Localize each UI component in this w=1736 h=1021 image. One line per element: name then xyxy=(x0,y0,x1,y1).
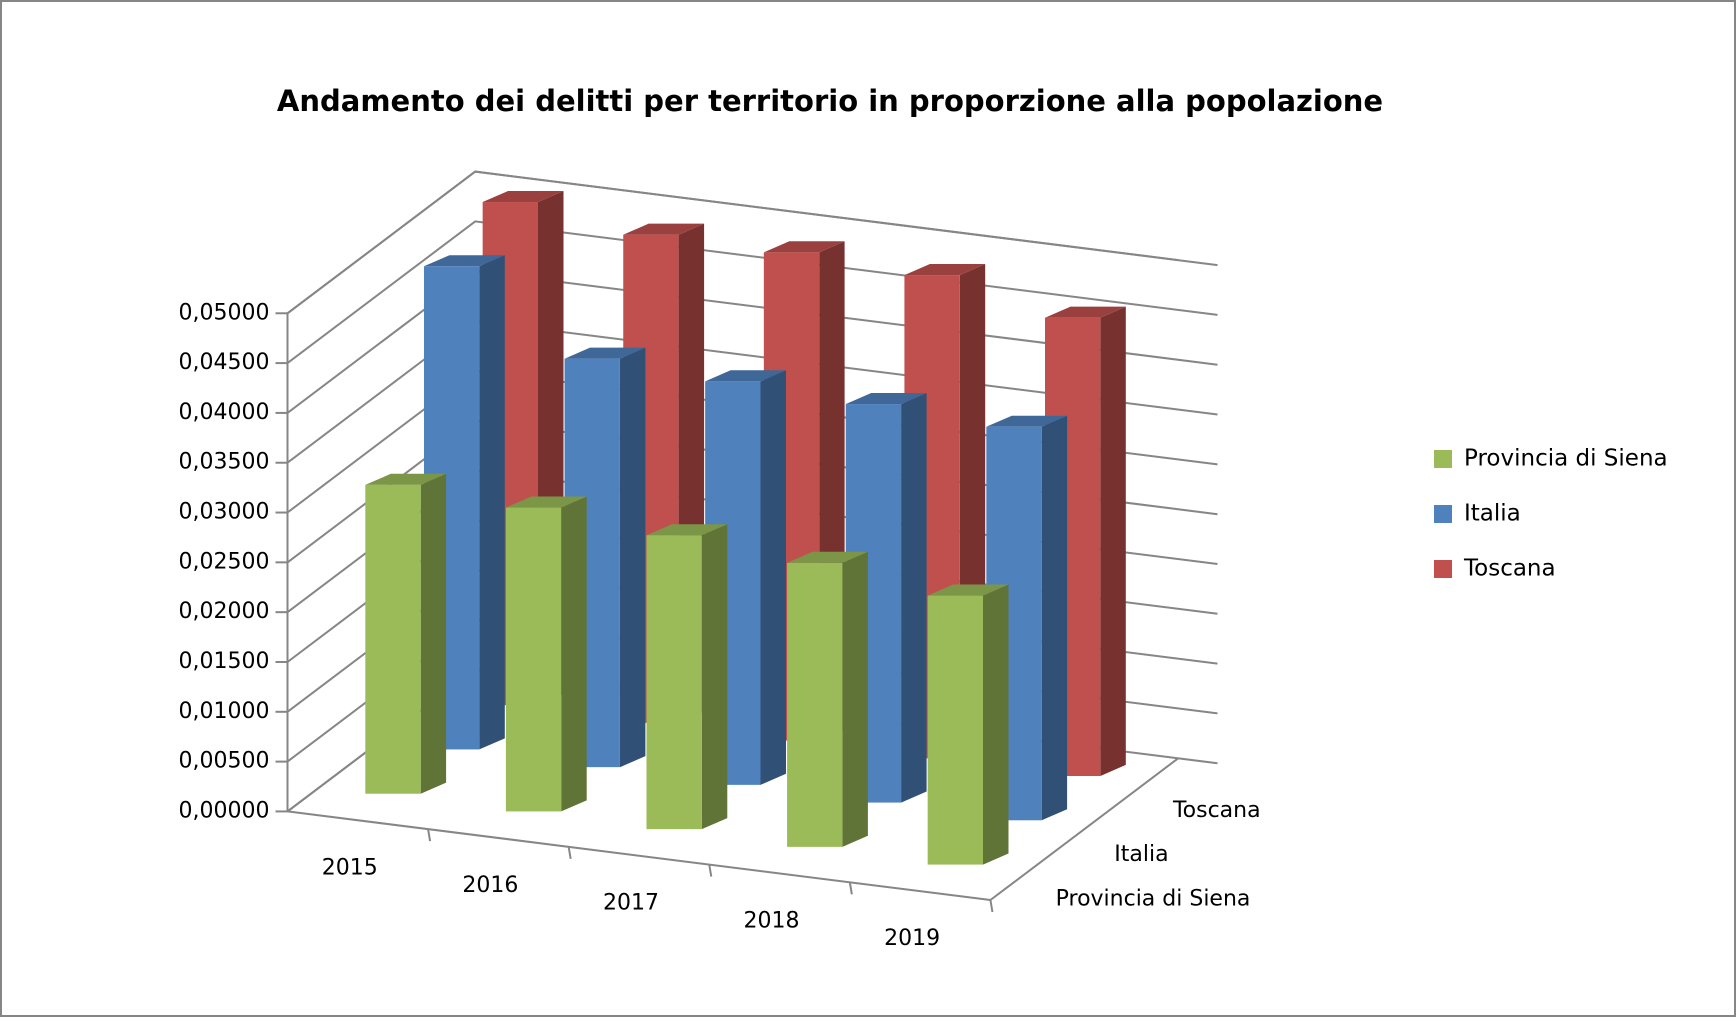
depth-label: Toscana xyxy=(1172,798,1261,823)
y-tick-label: 0,04000 xyxy=(179,400,270,425)
bar xyxy=(927,584,1009,865)
x-tick-label: 2016 xyxy=(462,873,518,898)
bar-front xyxy=(927,595,984,865)
y-tick-label: 0,03000 xyxy=(179,500,270,525)
bar-side xyxy=(420,473,447,794)
x-tick xyxy=(989,899,994,913)
x-tick-label: 2017 xyxy=(603,891,659,916)
bar-top xyxy=(646,524,728,536)
legend-label: Italia xyxy=(1464,501,1521,527)
bar xyxy=(646,524,728,830)
bar-side xyxy=(760,370,786,785)
bar-top xyxy=(424,255,505,267)
bar xyxy=(787,551,868,847)
y-tick-label: 0,02000 xyxy=(179,599,270,624)
bar-top xyxy=(763,241,845,253)
bar-top xyxy=(482,191,564,202)
y-tick-label: 0,00500 xyxy=(179,749,270,774)
x-tick xyxy=(567,846,572,860)
bar-top xyxy=(845,393,927,405)
legend-label: Provincia di Siena xyxy=(1464,446,1668,472)
x-tick-label: 2015 xyxy=(322,855,378,880)
bar-top xyxy=(904,264,986,276)
depth-label: Italia xyxy=(1114,842,1168,867)
x-tick-label: 2019 xyxy=(884,926,940,951)
bar-front xyxy=(787,562,843,847)
bar-top xyxy=(623,223,705,235)
bar-side xyxy=(983,584,1009,865)
x-tick xyxy=(427,828,432,842)
x-tick xyxy=(848,882,853,895)
bar-top xyxy=(365,473,447,485)
x-tick xyxy=(708,864,713,877)
floor-edge xyxy=(989,757,1179,901)
bar-top xyxy=(1045,306,1126,318)
bar-side xyxy=(479,255,505,750)
legend-swatch xyxy=(1434,450,1452,468)
legend-swatch xyxy=(1434,505,1452,523)
bar-side xyxy=(842,551,868,847)
depth-label: Provincia di Siena xyxy=(1056,886,1251,911)
y-tick-label: 0,03500 xyxy=(179,450,270,475)
bar-top xyxy=(705,370,786,382)
bar-top xyxy=(505,496,587,508)
bar-front xyxy=(505,507,562,812)
bar-top xyxy=(564,347,646,359)
bar-front xyxy=(646,535,702,830)
bar-top xyxy=(787,551,868,563)
bar-side xyxy=(619,347,646,768)
y-tick-label: 0,04500 xyxy=(179,350,270,375)
grid-line xyxy=(286,170,1218,315)
bar xyxy=(505,496,587,812)
y-tick-label: 0,02500 xyxy=(179,549,270,574)
y-tick-label: 0,01000 xyxy=(179,699,270,724)
y-tick-label: 0,00000 xyxy=(179,798,270,823)
bar-side xyxy=(701,524,728,830)
legend-swatch xyxy=(1434,560,1452,578)
chart-title: Andamento dei delitti per territorio in … xyxy=(277,84,1383,118)
x-tick-label: 2018 xyxy=(744,908,800,933)
bar-side xyxy=(1041,415,1068,821)
bar xyxy=(365,473,447,794)
legend-label: Toscana xyxy=(1463,556,1556,582)
y-tick-label: 0,01500 xyxy=(179,649,270,674)
bar-front xyxy=(365,484,421,794)
bar-side xyxy=(1100,306,1126,776)
bar-top xyxy=(986,415,1068,427)
bar-top xyxy=(927,584,1009,596)
bar-side xyxy=(561,496,587,812)
bar-side xyxy=(901,393,927,803)
y-tick-label: 0,05000 xyxy=(179,300,270,325)
